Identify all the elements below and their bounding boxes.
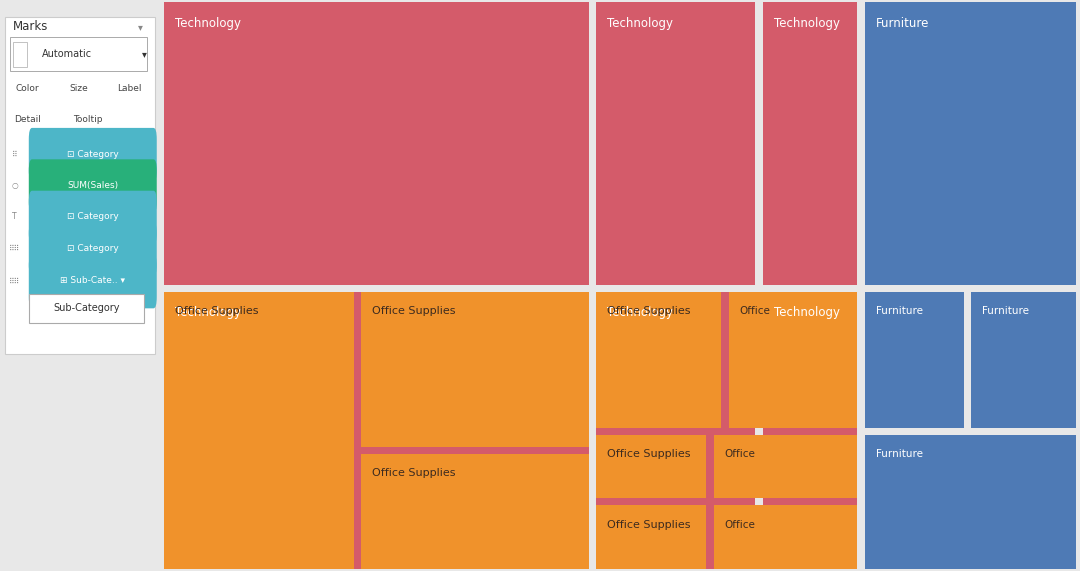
Bar xyxy=(596,435,706,498)
Text: ⊡ Category: ⊡ Category xyxy=(67,244,119,253)
Bar xyxy=(762,292,858,569)
FancyBboxPatch shape xyxy=(29,128,157,182)
Text: Technology: Technology xyxy=(773,17,839,30)
Text: Size: Size xyxy=(69,84,87,93)
Bar xyxy=(596,292,755,569)
Bar xyxy=(596,505,706,569)
Text: Technology: Technology xyxy=(773,306,839,319)
Bar xyxy=(865,292,964,428)
FancyBboxPatch shape xyxy=(29,255,157,308)
Text: Detail: Detail xyxy=(14,115,41,124)
Text: ⊡ Category: ⊡ Category xyxy=(67,150,119,159)
Text: Office Supplies: Office Supplies xyxy=(607,520,690,530)
Bar xyxy=(164,2,589,285)
Text: Office: Office xyxy=(725,520,756,530)
Bar xyxy=(729,292,858,428)
FancyBboxPatch shape xyxy=(29,191,157,244)
Bar xyxy=(971,292,1077,428)
FancyBboxPatch shape xyxy=(13,42,27,67)
Text: Technology: Technology xyxy=(607,306,673,319)
Text: Office Supplies: Office Supplies xyxy=(607,306,690,316)
Text: Furniture: Furniture xyxy=(876,449,922,459)
FancyBboxPatch shape xyxy=(10,37,147,71)
Text: ⠿⠿: ⠿⠿ xyxy=(9,276,21,286)
Bar xyxy=(362,292,589,447)
Text: Furniture: Furniture xyxy=(876,306,922,316)
Bar xyxy=(362,454,589,569)
Text: Marks: Marks xyxy=(13,20,49,33)
Bar xyxy=(865,435,1077,569)
Bar xyxy=(714,505,858,569)
Bar xyxy=(762,2,858,285)
Text: Sub-Category: Sub-Category xyxy=(53,303,120,313)
Text: ○: ○ xyxy=(11,181,17,190)
Text: ⠿⠿: ⠿⠿ xyxy=(9,244,21,253)
FancyBboxPatch shape xyxy=(29,159,157,213)
Text: ▾: ▾ xyxy=(138,22,144,32)
Bar xyxy=(714,435,858,498)
Text: ⠿: ⠿ xyxy=(12,150,17,159)
Text: Furniture: Furniture xyxy=(876,17,929,30)
Bar xyxy=(596,2,755,285)
Text: ⊞ Sub-Cate.. ▾: ⊞ Sub-Cate.. ▾ xyxy=(60,276,125,286)
Text: ▾: ▾ xyxy=(141,49,147,59)
Text: Office Supplies: Office Supplies xyxy=(373,468,456,478)
Text: Office Supplies: Office Supplies xyxy=(373,306,456,316)
Text: Office Supplies: Office Supplies xyxy=(175,306,258,316)
Bar xyxy=(865,2,1077,285)
Text: Office Supplies: Office Supplies xyxy=(607,449,690,459)
Bar xyxy=(596,292,721,428)
Bar xyxy=(164,292,354,569)
FancyBboxPatch shape xyxy=(29,294,144,323)
Text: Tooltip: Tooltip xyxy=(73,115,103,124)
Text: Automatic: Automatic xyxy=(42,49,92,59)
FancyBboxPatch shape xyxy=(4,17,156,354)
Text: Technology: Technology xyxy=(607,17,673,30)
Text: Office: Office xyxy=(740,306,770,316)
Text: Color: Color xyxy=(15,84,39,93)
Text: SUM(Sales): SUM(Sales) xyxy=(67,181,119,190)
Text: T: T xyxy=(12,212,16,222)
Text: ⊡ Category: ⊡ Category xyxy=(67,212,119,222)
FancyBboxPatch shape xyxy=(29,222,157,276)
Text: Label: Label xyxy=(118,84,141,93)
Text: Technology: Technology xyxy=(175,17,241,30)
Text: Technology: Technology xyxy=(175,306,241,319)
Bar xyxy=(164,292,589,569)
Text: Office: Office xyxy=(725,449,756,459)
Text: Furniture: Furniture xyxy=(983,306,1029,316)
